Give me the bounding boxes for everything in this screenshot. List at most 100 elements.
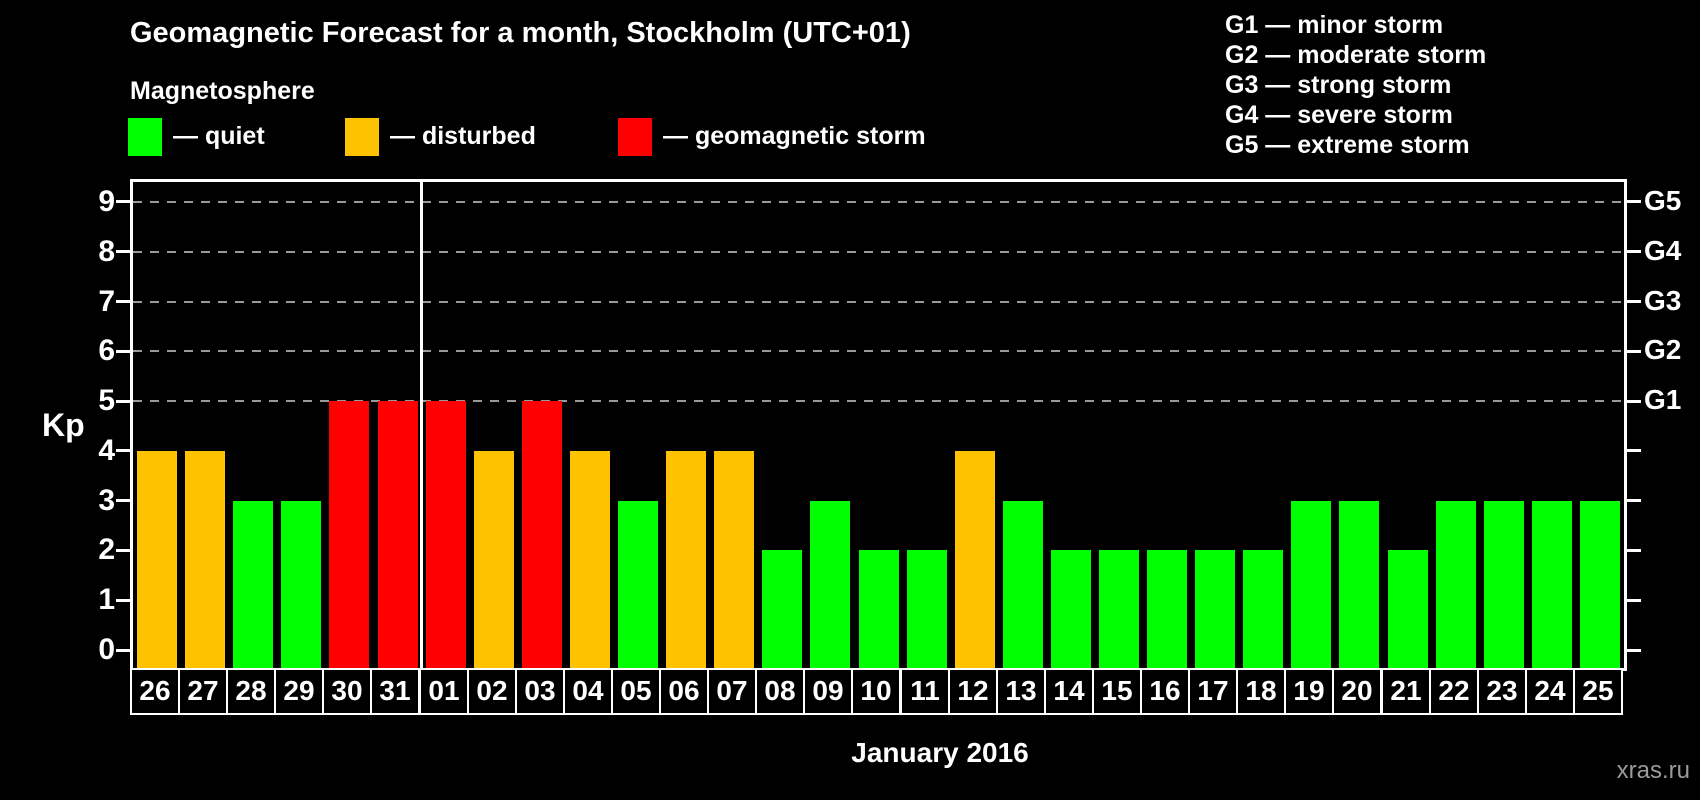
- day-label: 12: [948, 668, 998, 715]
- day-label: 09: [803, 668, 853, 715]
- day-label: 22: [1429, 668, 1479, 715]
- y-tick-label: 7: [98, 284, 115, 318]
- axis-tick: [1627, 250, 1641, 254]
- axis-tick: [116, 349, 130, 353]
- legend-item-label: — geomagnetic storm: [663, 122, 926, 150]
- day-label: 16: [1140, 668, 1190, 715]
- gridline: [133, 300, 1624, 303]
- kp-bar: [618, 500, 659, 668]
- kp-bar: [281, 500, 322, 668]
- kp-bar: [1147, 550, 1188, 668]
- axis-tick: [116, 200, 130, 204]
- kp-bar: [1579, 500, 1620, 668]
- day-label: 07: [707, 668, 757, 715]
- day-label: 30: [322, 668, 372, 715]
- day-label: 28: [226, 668, 276, 715]
- kp-bar: [666, 450, 707, 668]
- storm-scale-item-g4: G4 — severe storm: [1225, 101, 1453, 129]
- kp-bar: [473, 450, 514, 668]
- axis-tick: [1627, 399, 1641, 403]
- kp-bar: [1243, 550, 1284, 668]
- right-axis-label: G1: [1644, 384, 1682, 416]
- day-label: 18: [1236, 668, 1286, 715]
- kp-bar: [1002, 500, 1043, 668]
- axis-tick: [1627, 548, 1641, 552]
- day-label: 10: [851, 668, 901, 715]
- day-label: 26: [130, 668, 180, 715]
- day-label: 05: [611, 668, 661, 715]
- storm-scale-item-g3: G3 — strong storm: [1225, 71, 1452, 99]
- gridline: [133, 200, 1624, 203]
- kp-bar: [762, 550, 803, 668]
- axis-tick: [116, 250, 130, 254]
- kp-bar: [233, 500, 274, 668]
- day-label: 14: [1044, 668, 1094, 715]
- storm-scale-item-g5: G5 — extreme storm: [1225, 131, 1470, 159]
- watermark-xras: xras.ru: [1616, 757, 1690, 784]
- x-axis-title: January 2016: [851, 737, 1029, 768]
- axis-tick: [1627, 300, 1641, 304]
- axis-tick: [116, 300, 130, 304]
- year-boundary-line: [420, 182, 424, 668]
- y-tick-label: 0: [98, 633, 115, 666]
- magnetosphere-label: Magnetosphere: [130, 77, 315, 105]
- disturbed-color-swatch: [345, 118, 379, 156]
- axis-tick: [116, 449, 130, 453]
- axis-tick: [1627, 598, 1641, 602]
- y-axis-label-kp: Kp: [42, 407, 85, 443]
- day-label: 03: [515, 668, 565, 715]
- y-tick-label: 5: [98, 384, 115, 418]
- day-label: 13: [996, 668, 1046, 715]
- plot-area: Kp 0 1 2 3 4 5 6 7 8 9 G1 G2 G3 G4 G5: [42, 179, 1681, 671]
- kp-bar: [810, 500, 851, 668]
- y-tick-label: 4: [98, 433, 115, 467]
- kp-bar: [329, 401, 370, 668]
- axis-tick: [1627, 349, 1641, 353]
- day-label: 08: [755, 668, 805, 715]
- kp-bar: [569, 450, 610, 668]
- kp-bar: [521, 401, 562, 668]
- day-label: 01: [419, 668, 469, 715]
- y-tick-label: 6: [98, 334, 115, 368]
- day-label: 27: [178, 668, 228, 715]
- axis-tick: [1627, 499, 1641, 503]
- axis-tick: [116, 499, 130, 503]
- right-axis-label: G5: [1644, 184, 1682, 216]
- quiet-color-swatch: [128, 118, 162, 156]
- kp-bar: [954, 450, 995, 668]
- day-label: 25: [1573, 668, 1623, 715]
- kp-bar: [1195, 550, 1236, 668]
- y-tick-label: 1: [98, 583, 115, 617]
- axis-tick: [1627, 648, 1641, 652]
- day-label: 23: [1477, 668, 1527, 715]
- storm-color-swatch: [618, 118, 652, 156]
- y-tick-label: 3: [98, 483, 115, 517]
- kp-bar: [906, 550, 947, 668]
- kp-bar: [1098, 550, 1139, 668]
- y-tick-label: 2: [98, 533, 115, 567]
- kp-bar: [1387, 550, 1428, 668]
- gridline: [133, 400, 1624, 403]
- kp-bar: [137, 450, 178, 668]
- day-label: 29: [274, 668, 324, 715]
- axis-tick: [1627, 200, 1641, 204]
- gridline: [133, 350, 1624, 353]
- legend-item-label: — quiet: [173, 122, 265, 150]
- day-label: 24: [1525, 668, 1575, 715]
- axis-tick: [1627, 449, 1641, 453]
- kp-bar: [185, 450, 226, 668]
- storm-scale-item-g1: G1 — minor storm: [1225, 11, 1444, 39]
- kp-bar: [1050, 550, 1091, 668]
- day-label: 20: [1332, 668, 1382, 715]
- right-axis-label: G3: [1644, 284, 1682, 316]
- day-label: 17: [1188, 668, 1238, 715]
- day-label: 19: [1284, 668, 1334, 715]
- axis-tick: [116, 648, 130, 652]
- storm-scale-item-g2: G2 — moderate storm: [1225, 41, 1487, 69]
- chart-title: Geomagnetic Forecast for a month, Stockh…: [130, 17, 911, 49]
- day-label: 11: [900, 668, 950, 715]
- day-label: 15: [1092, 668, 1142, 715]
- axis-tick: [116, 548, 130, 552]
- axis-tick: [116, 598, 130, 602]
- storm-scale-legend: G1 — minor storm G2 — moderate storm G3 …: [1225, 10, 1486, 160]
